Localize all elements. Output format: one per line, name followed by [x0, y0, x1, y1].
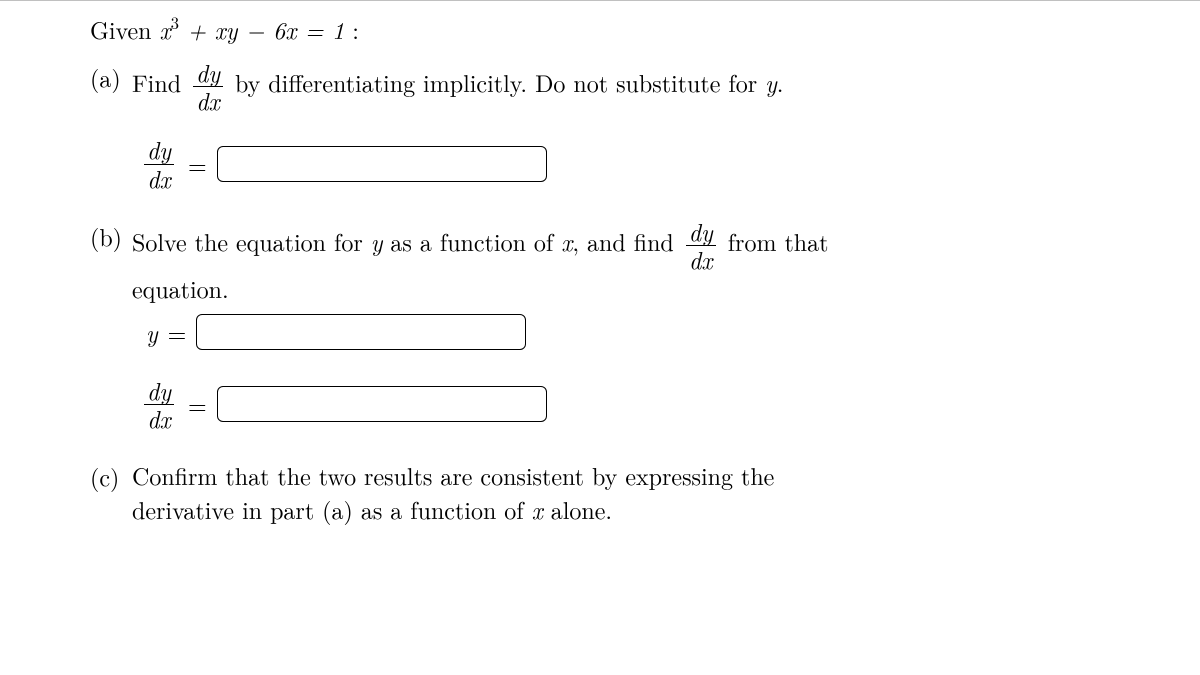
- part-b-text1: Solve the equation for: [132, 224, 371, 258]
- answer-row-b-y: y =: [140, 314, 1110, 350]
- part-b: (b) Solve the equation for y as a functi…: [90, 219, 1110, 306]
- part-a-text-after1: by differentiating implicitly. Do not su…: [235, 65, 765, 99]
- given-suffix: :: [344, 12, 359, 46]
- part-a-text-after3: .: [777, 65, 784, 99]
- part-a-var-y: y: [765, 65, 777, 99]
- part-b-label: (b): [90, 219, 132, 253]
- part-b-var-y: y: [371, 224, 383, 258]
- part-c-body: Confirm that the two results are consist…: [132, 459, 1110, 526]
- part-c-text2: derivative in part (a) as a function of: [132, 492, 532, 526]
- equals-sign-b2: =: [188, 387, 207, 421]
- frac-den: dx: [144, 405, 173, 431]
- part-c-text3: alone.: [543, 492, 612, 526]
- dy-dx-inline-a: dy dx: [193, 60, 223, 113]
- given-statement: Given x3 + xy − 6x = 1 :: [90, 11, 1110, 46]
- part-b-text5: equation.: [132, 271, 229, 305]
- frac-den: dx: [193, 87, 222, 113]
- part-a-label: (a): [90, 60, 132, 94]
- part-b-body: Solve the equation for y as a function o…: [132, 219, 1110, 306]
- eq-rest: + xy − 6x = 1: [179, 12, 344, 46]
- equals-sign-a: =: [188, 147, 207, 181]
- part-c: (c) Confirm that the two results are con…: [90, 459, 1110, 526]
- answer-input-b-dydx[interactable]: [217, 386, 547, 422]
- part-b-text2: as a function of: [382, 224, 561, 258]
- part-a-text-before: Find: [132, 65, 189, 99]
- part-c-text1: Confirm that the two results are consist…: [132, 458, 774, 492]
- answer-row-a: dy dx =: [140, 137, 1110, 190]
- eq-exp: 3: [171, 10, 179, 34]
- part-b-text3: , and find: [572, 224, 681, 258]
- equals-sign-b1: =: [168, 315, 187, 349]
- answer-input-b-y[interactable]: [196, 314, 526, 350]
- frac-den: dx: [144, 165, 173, 191]
- part-b-var-x: x: [561, 224, 572, 258]
- answer-row-b-dydx: dy dx =: [140, 378, 1110, 431]
- dy-dx-label-a: dy dx: [144, 137, 174, 190]
- part-c-label: (c): [90, 459, 132, 493]
- answer-input-a[interactable]: [217, 146, 547, 182]
- part-b-text4: from that: [728, 224, 829, 258]
- frac-den: dx: [686, 246, 715, 272]
- dy-dx-inline-b: dy dx: [686, 219, 716, 272]
- part-a-body: Find dy dx by differentiating implicitly…: [132, 60, 1110, 113]
- given-prefix: Given: [90, 12, 160, 46]
- y-label: y: [146, 315, 158, 349]
- part-c-var-x: x: [532, 492, 543, 526]
- part-a: (a) Find dy dx by differentiating implic…: [90, 60, 1110, 113]
- dy-dx-label-b: dy dx: [144, 378, 174, 431]
- eq-x: x: [160, 12, 171, 46]
